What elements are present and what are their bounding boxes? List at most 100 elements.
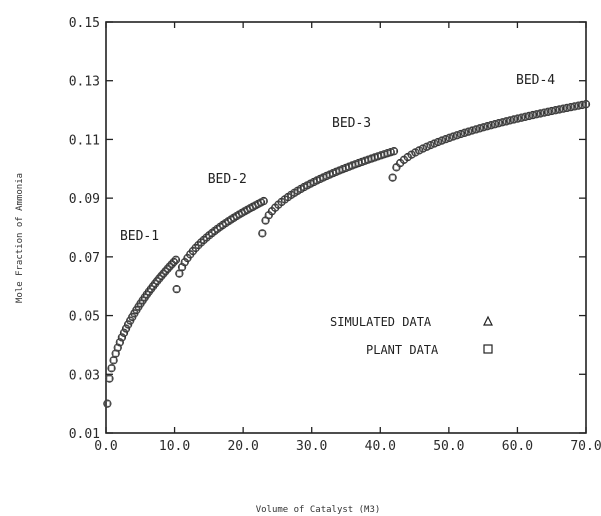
data-point xyxy=(487,121,496,130)
data-point xyxy=(388,173,397,182)
x-tick-label: 50.0 xyxy=(433,439,464,454)
series-bed-2 xyxy=(172,196,268,294)
data-point xyxy=(475,124,484,133)
data-point xyxy=(415,146,424,155)
data-point-square xyxy=(541,109,548,116)
y-tick-label: 0.07 xyxy=(69,251,100,266)
data-point xyxy=(119,328,129,337)
data-point xyxy=(258,229,267,238)
data-point xyxy=(498,118,507,127)
y-tick-label: 0.15 xyxy=(69,16,100,31)
data-point xyxy=(121,324,131,333)
data-point-square xyxy=(579,101,586,108)
plot-frame xyxy=(105,21,587,434)
data-point-square xyxy=(260,198,267,205)
plot-border xyxy=(105,21,587,434)
data-point xyxy=(490,120,500,129)
data-point xyxy=(107,364,116,373)
data-point-square xyxy=(533,111,540,118)
data-point xyxy=(105,374,114,383)
data-point xyxy=(452,131,462,140)
data-point xyxy=(422,142,431,151)
data-point-square xyxy=(567,104,574,111)
data-point xyxy=(540,108,549,117)
y-axis-title: Mole Fraction of Ammonia xyxy=(15,173,25,303)
x-axis-title: Volume of Catalyst (M3) xyxy=(256,505,381,515)
data-point xyxy=(547,106,557,116)
data-point-square xyxy=(173,286,180,293)
bed-label: BED-3 xyxy=(332,116,371,131)
data-point-square xyxy=(118,334,125,341)
data-point xyxy=(536,109,545,118)
data-point xyxy=(259,196,268,206)
data-point xyxy=(581,100,591,109)
data-point xyxy=(117,333,127,342)
data-point xyxy=(471,125,481,134)
data-point xyxy=(449,132,458,141)
data-point-square xyxy=(575,102,582,109)
data-point xyxy=(509,115,519,124)
data-point-square xyxy=(522,113,529,120)
data-point-square xyxy=(176,270,183,277)
data-point xyxy=(460,128,469,137)
data-point-square xyxy=(172,256,179,263)
data-point xyxy=(103,399,112,408)
data-point-square xyxy=(571,103,578,110)
data-point xyxy=(532,110,541,119)
data-point-square xyxy=(120,329,127,336)
data-point-square xyxy=(170,258,177,265)
data-point-square xyxy=(108,365,115,372)
data-point xyxy=(426,140,435,150)
data-point-square xyxy=(104,400,111,407)
legend-label-plant: PLANT DATA xyxy=(366,343,439,357)
legend-label-simulated: SIMULATED DATA xyxy=(330,315,432,329)
data-point xyxy=(562,103,572,113)
data-point xyxy=(513,114,522,123)
data-point-square xyxy=(556,106,563,113)
data-point xyxy=(578,100,587,110)
x-tick-label: 40.0 xyxy=(365,439,396,454)
data-point xyxy=(430,139,439,148)
data-point xyxy=(570,102,579,111)
data-point-square xyxy=(106,375,113,382)
data-point xyxy=(389,147,399,156)
data-point-square xyxy=(389,174,396,181)
data-point-square xyxy=(560,105,567,112)
y-tick-label: 0.03 xyxy=(69,368,100,383)
data-point xyxy=(528,110,538,120)
series-bed-1 xyxy=(103,255,181,408)
data-point xyxy=(479,123,488,132)
data-point-square xyxy=(262,217,269,224)
legend: SIMULATED DATA PLANT DATA xyxy=(330,315,493,357)
data-point-square xyxy=(564,104,571,111)
x-tick-label: 10.0 xyxy=(159,439,190,454)
data-point xyxy=(555,105,564,114)
data-point xyxy=(524,111,534,121)
data-point xyxy=(113,343,122,352)
data-point xyxy=(445,133,454,142)
y-tick-label: 0.01 xyxy=(69,427,100,442)
data-point-square xyxy=(537,110,544,117)
bed-label: BED-2 xyxy=(208,172,247,187)
data-point xyxy=(494,119,503,128)
legend-marker-square xyxy=(483,344,493,354)
data-point xyxy=(437,136,447,145)
data-point xyxy=(169,257,179,267)
data-point xyxy=(506,116,515,125)
series-layer xyxy=(103,100,591,408)
data-point xyxy=(433,137,443,147)
data-point xyxy=(483,122,492,131)
x-tick-label: 0.0 xyxy=(94,439,117,454)
bed-label: BED-1 xyxy=(120,229,159,244)
data-point xyxy=(124,320,133,329)
data-point-square xyxy=(390,148,397,155)
x-tick-label: 60.0 xyxy=(502,439,533,454)
x-tick-label: 30.0 xyxy=(296,439,327,454)
y-tick-label: 0.13 xyxy=(69,75,100,90)
data-point-square xyxy=(259,230,266,237)
data-point-square xyxy=(514,115,521,122)
data-point-square xyxy=(529,112,536,119)
x-tick-label: 20.0 xyxy=(227,439,258,454)
data-point xyxy=(468,126,477,135)
